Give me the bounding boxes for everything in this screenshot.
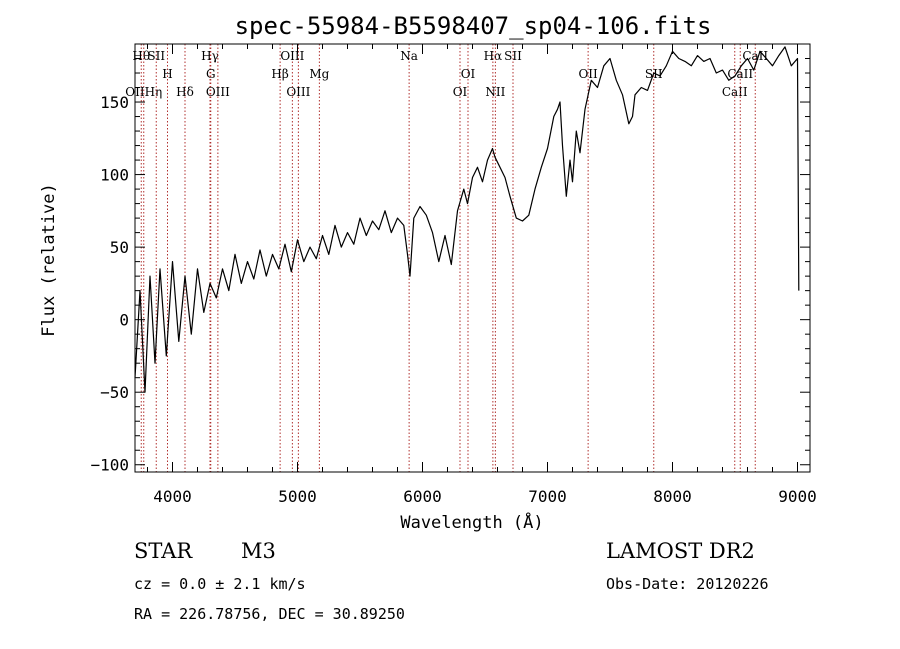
spectral-line-label: Hδ <box>176 85 194 99</box>
spectral-line-label: OIII <box>286 85 310 99</box>
spectral-lines: HθOIIHηSIIHHδHγGOIIIHβOIIIOIIIMgNaOIOIHα… <box>125 44 768 472</box>
object-subclass: M3 <box>241 539 276 563</box>
observation-date: Obs-Date: 20120226 <box>606 575 769 593</box>
spectral-line-label: SII <box>504 49 522 63</box>
y-tick-label: −50 <box>100 383 129 402</box>
redshift-cz: cz = 0.0 ± 2.1 km/s <box>134 575 306 593</box>
spectral-line-label: CaII <box>742 49 768 63</box>
spectral-line-label: OII <box>578 67 598 81</box>
spectral-line-label: Hβ <box>271 67 288 81</box>
spectral-line-label: NII <box>485 85 505 99</box>
x-tick-label: 4000 <box>153 487 192 506</box>
y-tick-label: 150 <box>100 93 129 112</box>
x-axis-label: Wavelength (Å) <box>400 511 543 533</box>
x-tick-label: 9000 <box>778 487 817 506</box>
object-class: STAR <box>134 539 193 563</box>
spectral-line-label: OIII <box>206 85 230 99</box>
spectral-line-label: Hα <box>484 49 503 63</box>
spectral-line-label: G <box>206 67 216 81</box>
y-tick-label: 0 <box>119 311 129 330</box>
spectral-line-label: OIII <box>280 49 304 63</box>
y-axis-label: Flux (relative) <box>39 183 59 337</box>
spectral-line-label: OI <box>453 85 468 99</box>
spectral-line-label: H <box>162 67 172 81</box>
y-tick-label: 50 <box>110 238 129 257</box>
y-axis-ticks: −100 −50 0 50 100 150 <box>90 58 810 475</box>
spectral-line-label: CaII <box>727 67 753 81</box>
spectrum-line <box>134 46 800 393</box>
spectrum-series <box>134 46 800 393</box>
spectral-line-label: Mg <box>309 67 329 81</box>
coordinates: RA = 226.78756, DEC = 30.89250 <box>134 605 405 623</box>
spectral-line-label: CaII <box>722 85 748 99</box>
chart-title: spec-55984-B5598407_sp04-106.fits <box>235 12 712 40</box>
x-tick-label: 6000 <box>403 487 442 506</box>
spectral-line-label: Na <box>400 49 418 63</box>
x-tick-label: 8000 <box>653 487 692 506</box>
y-tick-label: −100 <box>90 456 129 475</box>
x-tick-label: 5000 <box>278 487 317 506</box>
spectral-line-label: Hγ <box>201 49 219 63</box>
survey-name: LAMOST DR2 <box>606 539 755 563</box>
y-tick-label: 100 <box>100 166 129 185</box>
spectral-line-label: OI <box>461 67 476 81</box>
spectral-line-label: Hθ <box>132 49 150 63</box>
spectral-line-label: SII <box>147 49 165 63</box>
x-tick-label: 7000 <box>528 487 567 506</box>
x-axis-ticks: 4000 5000 6000 7000 8000 9000 <box>147 44 817 506</box>
